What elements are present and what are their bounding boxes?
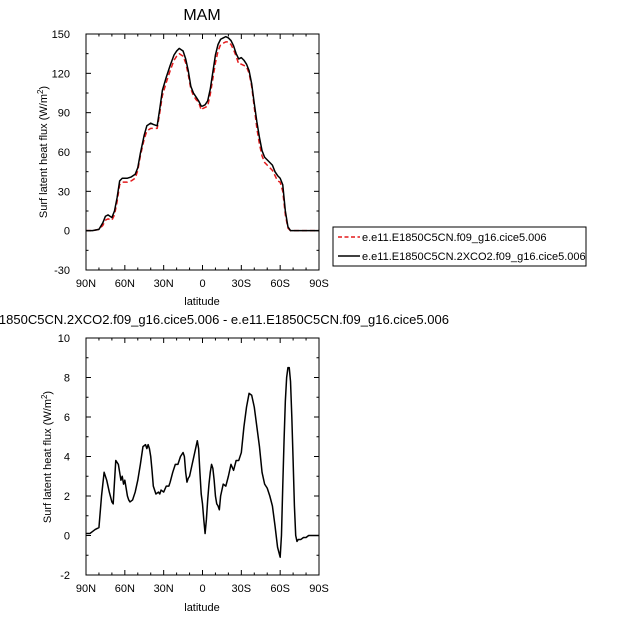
top-x-tick-label: 90S bbox=[309, 278, 329, 290]
bottom-x-tick-label: 60S bbox=[270, 583, 290, 595]
bottom-x-tick-label: 30N bbox=[154, 583, 174, 595]
top-y-axis: -30 0 30 60 90 120 150 bbox=[52, 29, 319, 277]
top-y-axis-label: Surf latent heat flux (W/m2) bbox=[36, 86, 50, 218]
top-plot-frame bbox=[85, 33, 320, 271]
top-y-axis-label-sup: 2 bbox=[36, 89, 45, 94]
top-y-axis-label-main: Surf latent heat flux (W/m bbox=[38, 94, 50, 218]
bottom-x-axis-label: latitude bbox=[184, 602, 219, 614]
bottom-x-tick-label: 90S bbox=[309, 583, 329, 595]
bottom-x-tick-label: 30S bbox=[232, 583, 252, 595]
bottom-y-tick-label: 6 bbox=[64, 412, 70, 424]
bottom-y-tick-label: 10 bbox=[58, 333, 70, 345]
bottom-y-axis-label-sup: 2 bbox=[40, 394, 49, 399]
top-series-group bbox=[86, 35, 319, 232]
bottom-chart: e.e11.E1850C5CN.2XCO2.f09_g16.cice5.006 … bbox=[0, 312, 449, 614]
bottom-series-line-0 bbox=[86, 366, 319, 558]
top-y-tick-label: 30 bbox=[58, 186, 70, 198]
top-series-line-0 bbox=[86, 41, 319, 232]
top-x-tick-label: 90N bbox=[76, 278, 96, 290]
top-chart: MAM 90N 60N 30N 0 30S 60S 90S -30 0 30 60 90 120 150… bbox=[36, 7, 329, 308]
top-x-tick-label: 30S bbox=[232, 278, 252, 290]
bottom-y-tick-label: 4 bbox=[64, 452, 70, 464]
top-y-tick-label: 0 bbox=[64, 226, 70, 238]
bottom-y-tick-label: -2 bbox=[60, 570, 70, 582]
bottom-y-tick-label: 0 bbox=[64, 531, 70, 543]
bottom-x-axis: 90N 60N 30N 0 30S 60S 90S bbox=[76, 338, 329, 595]
bottom-y-axis: -2 0 2 4 6 8 10 bbox=[58, 333, 319, 582]
top-y-axis-label-close: ) bbox=[38, 86, 50, 90]
bottom-chart-title: e.e11.E1850C5CN.2XCO2.f09_g16.cice5.006 … bbox=[0, 312, 449, 327]
bottom-y-tick-label: 8 bbox=[64, 373, 70, 385]
legend-label-2xco2: e.e11.E1850C5CN.2XCO2.f09_g16.cice5.006 bbox=[362, 251, 586, 263]
top-y-tick-label: 120 bbox=[52, 68, 70, 80]
top-y-tick-label: -30 bbox=[54, 265, 70, 277]
top-chart-title: MAM bbox=[183, 7, 220, 24]
top-x-axis-label: latitude bbox=[184, 296, 219, 308]
bottom-y-axis-label-close: ) bbox=[42, 391, 54, 395]
top-y-tick-label: 60 bbox=[58, 147, 70, 159]
top-x-tick-label: 0 bbox=[199, 278, 205, 290]
top-x-tick-label: 60N bbox=[115, 278, 135, 290]
bottom-y-axis-label: Surf latent heat flux (W/m2) bbox=[40, 391, 54, 523]
legend-box bbox=[332, 226, 587, 267]
bottom-x-tick-label: 90N bbox=[76, 583, 96, 595]
bottom-y-axis-label-main: Surf latent heat flux (W/m bbox=[42, 399, 54, 523]
top-y-tick-label: 90 bbox=[58, 108, 70, 120]
top-x-tick-label: 30N bbox=[154, 278, 174, 290]
legend: e.e11.E1850C5CN.f09_g16.cice5.006 e.e11.… bbox=[332, 226, 587, 267]
top-x-tick-label: 60S bbox=[270, 278, 290, 290]
top-y-tick-label: 150 bbox=[52, 29, 70, 41]
bottom-x-tick-label: 0 bbox=[199, 583, 205, 595]
bottom-x-tick-label: 60N bbox=[115, 583, 135, 595]
top-series-line-1 bbox=[86, 35, 319, 232]
top-x-axis: 90N 60N 30N 0 30S 60S 90S bbox=[76, 34, 329, 290]
legend-label-control: e.e11.E1850C5CN.f09_g16.cice5.006 bbox=[362, 232, 547, 244]
bottom-series-group bbox=[86, 366, 319, 558]
bottom-y-tick-label: 2 bbox=[64, 491, 70, 503]
